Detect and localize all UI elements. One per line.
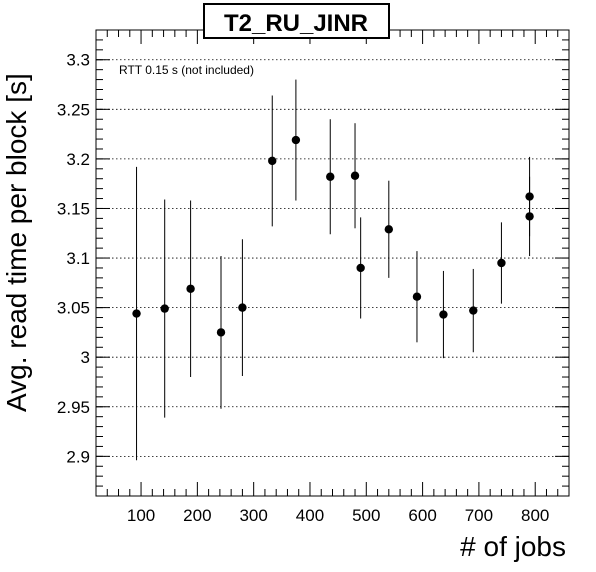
x-tick-label: 400 <box>296 506 324 525</box>
data-point <box>350 171 360 180</box>
data-point <box>356 263 365 273</box>
data-points <box>132 79 534 461</box>
data-point <box>326 172 335 181</box>
y-tick-label: 3.1 <box>66 249 90 268</box>
data-point <box>132 309 141 318</box>
x-tick-label: 300 <box>239 506 267 525</box>
y-tick-label: 2.9 <box>66 447 90 466</box>
x-tick-labels: 100 200 300 400 500 600 700 800 <box>127 506 550 525</box>
y-tick-labels: 2.9 2.95 3 3.05 3.1 3.15 3.2 3.25 3.3 <box>57 51 90 467</box>
y-tick-label: 3.2 <box>66 150 90 169</box>
x-tick-label: 200 <box>183 506 211 525</box>
y-tick-label: 3.05 <box>57 299 90 318</box>
data-point <box>469 306 478 315</box>
rtt-annotation: RTT 0.15 s (not included) <box>119 63 254 77</box>
y-tick-label: 3.3 <box>66 51 90 70</box>
data-point <box>268 156 277 166</box>
data-point <box>497 258 506 268</box>
y-tick-label: 3 <box>81 348 90 367</box>
title-box: T2_RU_JINR <box>203 3 390 39</box>
data-point <box>238 303 247 312</box>
chart-title: T2_RU_JINR <box>224 10 368 37</box>
data-point <box>216 328 226 337</box>
data-point <box>291 135 301 145</box>
y-axis-title: Avg. read time per block [s] <box>1 73 32 412</box>
data-point <box>412 292 422 301</box>
x-tick-label: 100 <box>127 506 155 525</box>
x-tick-label: 500 <box>352 506 380 525</box>
data-point <box>186 284 195 293</box>
data-point <box>160 304 169 313</box>
x-axis-title: # of jobs <box>460 531 566 562</box>
data-point <box>525 212 534 221</box>
y-tick-label: 2.95 <box>57 398 90 417</box>
y-tick-label: 3.25 <box>57 100 90 119</box>
x-tick-label: 700 <box>465 506 493 525</box>
y-tick-label: 3.15 <box>57 199 90 218</box>
x-tick-label: 600 <box>408 506 436 525</box>
x-tick-label: 800 <box>521 506 549 525</box>
grid-layer <box>96 59 569 457</box>
data-point <box>439 310 448 319</box>
data-point <box>384 225 394 234</box>
